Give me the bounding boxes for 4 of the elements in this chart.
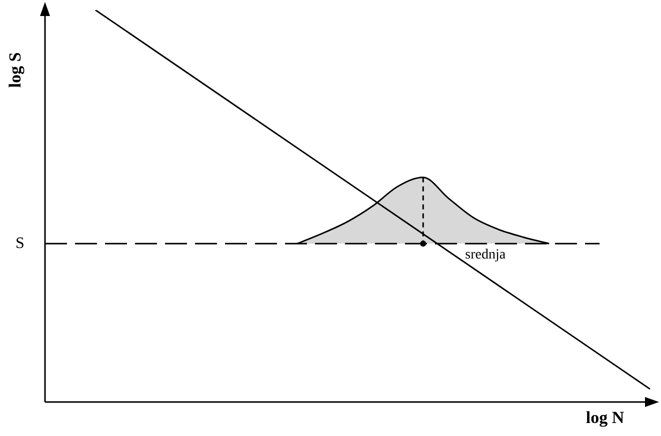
x-axis-title: log N [586, 408, 625, 427]
y-axis-title: log S [5, 52, 24, 88]
ref-line-label: S [16, 234, 24, 252]
annotation: srednja [465, 247, 506, 262]
